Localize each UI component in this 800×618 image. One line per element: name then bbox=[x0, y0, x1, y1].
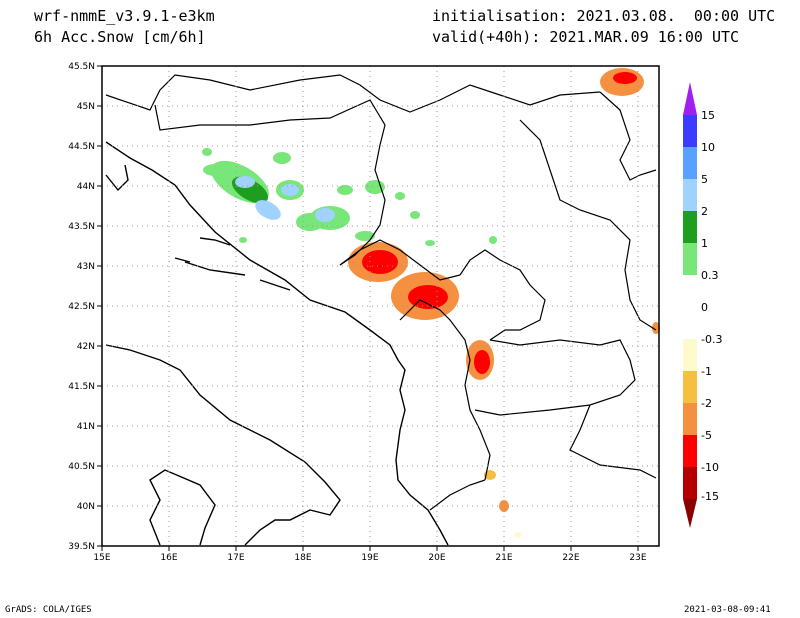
lat-label: 45.5N bbox=[68, 62, 95, 72]
colorbar-label: -10 bbox=[701, 461, 719, 474]
colorbar-swatch bbox=[683, 339, 697, 371]
colorbar-label: 2 bbox=[701, 205, 708, 218]
lon-label: 17E bbox=[227, 553, 244, 563]
lat-label: 42N bbox=[77, 342, 95, 352]
colorbar-swatch bbox=[683, 371, 697, 403]
lon-label: 15E bbox=[93, 553, 110, 563]
colorbar-swatch bbox=[683, 179, 697, 211]
colorbar-top-arrow bbox=[683, 82, 697, 115]
colorbar-swatch bbox=[683, 115, 697, 147]
lon-labels: 15E 16E 17E 18E 19E 20E 21E 22E 23E bbox=[93, 553, 646, 563]
colorbar-label: 0 bbox=[701, 301, 708, 314]
colorbar-label: 0.3 bbox=[701, 269, 719, 282]
colorbar-swatch bbox=[683, 243, 697, 275]
lat-label: 44N bbox=[77, 182, 95, 192]
lon-label: 21E bbox=[495, 553, 512, 563]
colorbar: 15 10 5 2 1 0.3 0 -0.3 -1 -2 -5 -10 -15 bbox=[683, 82, 722, 528]
lat-label: 40.5N bbox=[68, 462, 95, 472]
colorbar-swatch bbox=[683, 467, 697, 499]
lat-label: 44.5N bbox=[68, 142, 95, 152]
colorbar-swatch bbox=[683, 275, 697, 307]
lon-label: 23E bbox=[629, 553, 646, 563]
colorbar-label: 10 bbox=[701, 141, 715, 154]
valid-time: valid(+40h): 2021.MAR.09 16:00 UTC bbox=[432, 28, 740, 46]
footer-timestamp: 2021-03-08-09:41 bbox=[684, 605, 771, 615]
lat-label: 43N bbox=[77, 262, 95, 272]
lat-labels: 45.5N 45N 44.5N 44N 43.5N 43N 42.5N 42N … bbox=[68, 62, 95, 552]
lat-label: 40N bbox=[77, 502, 95, 512]
snow-field bbox=[202, 68, 660, 538]
lat-label: 42.5N bbox=[68, 302, 95, 312]
footer-credit: GrADS: COLA/IGES bbox=[5, 605, 92, 615]
colorbar-labels: 15 10 5 2 1 0.3 0 -0.3 -1 -2 -5 -10 -15 bbox=[701, 109, 722, 503]
colorbar-label: -1 bbox=[701, 365, 712, 378]
country-borders bbox=[105, 74, 657, 511]
lon-label: 22E bbox=[562, 553, 579, 563]
colorbar-label: -15 bbox=[701, 490, 719, 503]
field-title: 6h Acc.Snow [cm/6h] bbox=[34, 28, 206, 46]
colorbar-label: -2 bbox=[701, 397, 712, 410]
colorbar-label: 5 bbox=[701, 173, 708, 186]
lat-label: 41N bbox=[77, 422, 95, 432]
model-title: wrf-nmmE_v3.9.1-e3km bbox=[34, 7, 215, 25]
lat-label: 39.5N bbox=[68, 542, 95, 552]
colorbar-label: 1 bbox=[701, 237, 708, 250]
lon-label: 20E bbox=[428, 553, 445, 563]
colorbar-swatch bbox=[683, 403, 697, 435]
lon-label: 19E bbox=[361, 553, 378, 563]
colorbar-swatch bbox=[683, 211, 697, 243]
lon-label: 18E bbox=[294, 553, 311, 563]
colorbar-label: 15 bbox=[701, 109, 715, 122]
grid bbox=[102, 66, 659, 546]
colorbar-swatch bbox=[683, 147, 697, 179]
colorbar-label: -5 bbox=[701, 429, 712, 442]
colorbar-swatch bbox=[683, 435, 697, 467]
lat-label: 45N bbox=[77, 102, 95, 112]
map-frame bbox=[101, 65, 660, 547]
lat-label: 41.5N bbox=[68, 382, 95, 392]
lat-label: 43.5N bbox=[68, 222, 95, 232]
colorbar-swatch bbox=[683, 307, 697, 339]
coastlines bbox=[105, 141, 449, 546]
tick-marks bbox=[97, 65, 639, 551]
lon-label: 16E bbox=[160, 553, 177, 563]
init-time: initialisation: 2021.03.08. 00:00 UTC bbox=[432, 7, 776, 25]
colorbar-bottom-arrow bbox=[683, 499, 697, 528]
colorbar-label: -0.3 bbox=[701, 333, 722, 346]
